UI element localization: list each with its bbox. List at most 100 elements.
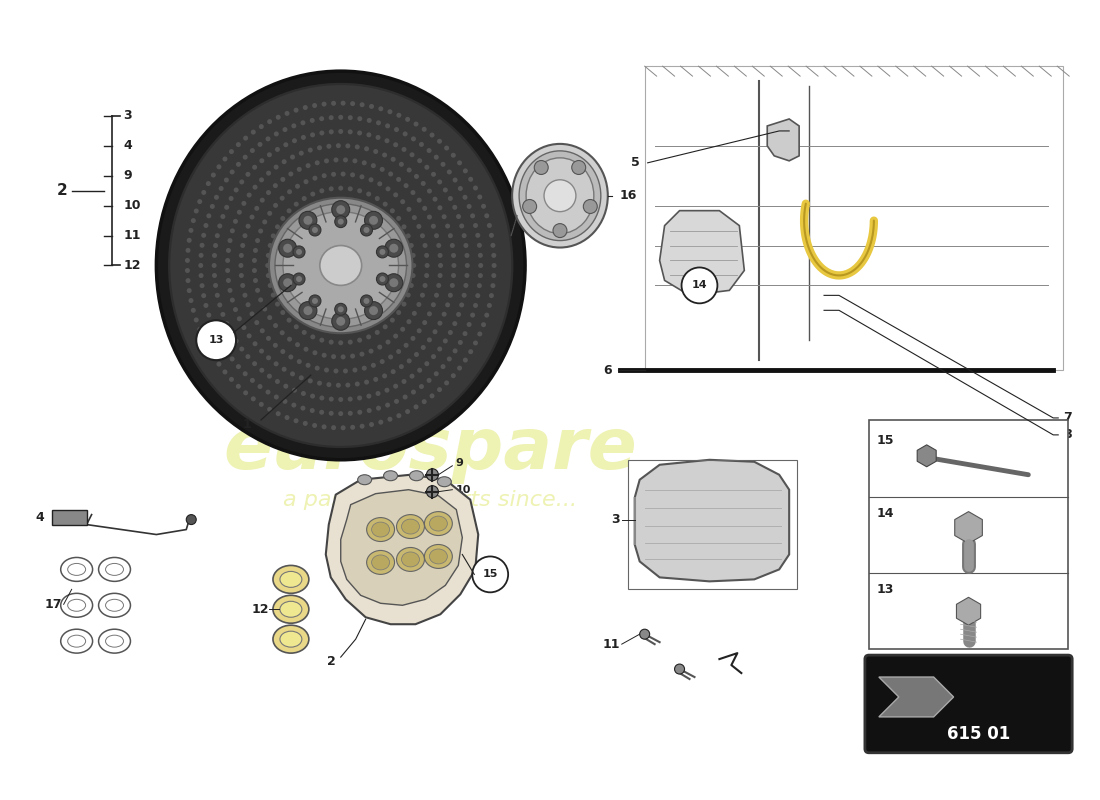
Circle shape xyxy=(450,283,454,288)
Circle shape xyxy=(375,135,381,140)
Circle shape xyxy=(260,368,264,373)
Text: 6: 6 xyxy=(603,364,612,377)
Polygon shape xyxy=(660,210,745,295)
Circle shape xyxy=(422,243,428,248)
Circle shape xyxy=(327,325,331,330)
Circle shape xyxy=(319,130,324,135)
Circle shape xyxy=(258,178,264,182)
Circle shape xyxy=(414,352,419,357)
Circle shape xyxy=(379,359,385,364)
Circle shape xyxy=(484,214,490,218)
Circle shape xyxy=(336,326,341,331)
Ellipse shape xyxy=(425,512,452,535)
Circle shape xyxy=(410,253,416,258)
Circle shape xyxy=(199,253,204,258)
Circle shape xyxy=(451,253,456,258)
Circle shape xyxy=(271,234,276,238)
Circle shape xyxy=(390,234,396,238)
Circle shape xyxy=(324,367,329,373)
Circle shape xyxy=(477,243,482,248)
Circle shape xyxy=(341,426,345,430)
Circle shape xyxy=(235,384,241,389)
Text: a passion for parts since...: a passion for parts since... xyxy=(284,490,578,510)
Circle shape xyxy=(348,115,353,120)
Circle shape xyxy=(299,302,317,319)
Circle shape xyxy=(377,345,382,350)
Circle shape xyxy=(456,214,461,219)
Circle shape xyxy=(492,253,496,258)
Circle shape xyxy=(250,311,254,316)
Circle shape xyxy=(379,309,385,314)
Circle shape xyxy=(398,263,403,268)
Circle shape xyxy=(338,340,343,346)
Circle shape xyxy=(437,387,442,392)
Circle shape xyxy=(319,410,324,414)
Ellipse shape xyxy=(402,552,419,567)
Circle shape xyxy=(402,224,407,230)
Text: eurospare: eurospare xyxy=(223,415,637,484)
Circle shape xyxy=(360,424,364,429)
Circle shape xyxy=(240,346,244,351)
Circle shape xyxy=(427,486,439,498)
Circle shape xyxy=(253,278,258,283)
Text: 4: 4 xyxy=(123,139,132,152)
Circle shape xyxy=(463,243,469,248)
Circle shape xyxy=(310,191,316,197)
Circle shape xyxy=(220,312,225,317)
Circle shape xyxy=(288,230,293,234)
Circle shape xyxy=(368,216,378,225)
Circle shape xyxy=(446,302,450,307)
Circle shape xyxy=(327,201,331,206)
Circle shape xyxy=(376,273,388,285)
Circle shape xyxy=(358,130,362,135)
Circle shape xyxy=(385,339,390,345)
Circle shape xyxy=(411,311,417,316)
Circle shape xyxy=(427,214,432,219)
Circle shape xyxy=(255,238,260,243)
Circle shape xyxy=(278,239,297,257)
Circle shape xyxy=(292,138,297,143)
Circle shape xyxy=(284,142,288,147)
Circle shape xyxy=(448,233,453,238)
Circle shape xyxy=(321,424,327,430)
Circle shape xyxy=(437,139,442,144)
Circle shape xyxy=(362,160,366,166)
Circle shape xyxy=(481,204,486,209)
Text: 4: 4 xyxy=(35,511,44,524)
Circle shape xyxy=(402,302,407,306)
Circle shape xyxy=(348,130,353,134)
Circle shape xyxy=(285,415,289,420)
Ellipse shape xyxy=(358,474,372,485)
Circle shape xyxy=(338,129,343,134)
Circle shape xyxy=(446,223,450,229)
Circle shape xyxy=(388,171,393,177)
Circle shape xyxy=(361,224,373,236)
Circle shape xyxy=(198,263,204,268)
Circle shape xyxy=(199,243,205,248)
Ellipse shape xyxy=(396,547,425,571)
Circle shape xyxy=(410,273,416,278)
Circle shape xyxy=(299,150,304,156)
Circle shape xyxy=(411,136,416,142)
Circle shape xyxy=(459,302,464,307)
Circle shape xyxy=(222,157,228,162)
Circle shape xyxy=(265,390,271,394)
Circle shape xyxy=(241,325,246,330)
Circle shape xyxy=(317,146,322,150)
Circle shape xyxy=(287,318,292,322)
Circle shape xyxy=(299,375,304,380)
Circle shape xyxy=(284,288,288,293)
Ellipse shape xyxy=(273,626,309,653)
Circle shape xyxy=(373,377,378,382)
Circle shape xyxy=(451,263,456,268)
Circle shape xyxy=(375,330,379,335)
Circle shape xyxy=(368,178,374,182)
Circle shape xyxy=(283,244,293,253)
Circle shape xyxy=(337,317,345,326)
Circle shape xyxy=(226,248,231,253)
Circle shape xyxy=(358,116,362,121)
Circle shape xyxy=(421,399,427,404)
Circle shape xyxy=(240,283,245,288)
Circle shape xyxy=(336,382,341,388)
Circle shape xyxy=(280,177,285,182)
